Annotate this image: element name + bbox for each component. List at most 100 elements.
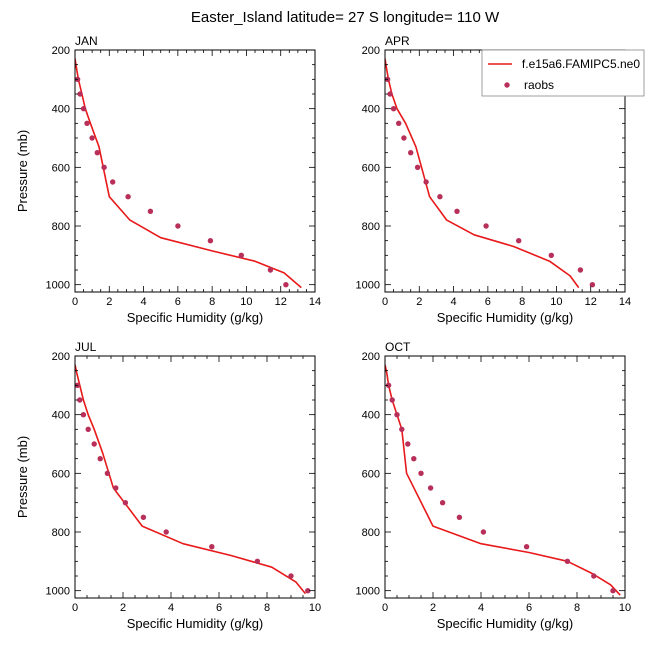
obs-point-oct	[564, 558, 571, 564]
y-axis-label-jan: Pressure (mb)	[15, 130, 30, 212]
panel-title-oct: OCT	[385, 340, 411, 354]
y-tick-label-jan: 1000	[46, 280, 70, 292]
obs-point-apr	[423, 179, 429, 185]
obs-point-jul	[163, 529, 169, 535]
obs-point-oct	[389, 397, 395, 403]
x-tick-label-apr: 2	[416, 296, 422, 308]
plot-frame-oct	[384, 355, 626, 599]
x-tick-label-jan: 4	[141, 296, 147, 308]
obs-point-jul	[85, 426, 91, 432]
model-line-oct	[385, 364, 621, 596]
obs-point-jan	[147, 208, 154, 214]
x-axis-label-jul: Specific Humidity (g/kg)	[127, 616, 264, 631]
y-tick-label-apr: 600	[362, 162, 380, 174]
obs-point-jan	[77, 91, 83, 97]
legend: f.e15a6.FAMIPC5.ne0 raobs	[481, 49, 645, 97]
obs-point-oct	[418, 470, 424, 476]
obs-point-apr	[390, 106, 397, 112]
obs-point-jul	[122, 500, 129, 506]
x-tick-label-jul: 2	[120, 602, 126, 614]
model-line-jan	[75, 58, 302, 289]
y-tick-label-apr: 200	[362, 45, 380, 57]
obs-point-jul	[91, 441, 97, 447]
obs-point-jan	[84, 120, 90, 127]
x-tick-label-jul: 4	[168, 602, 174, 614]
obs-point-jul	[209, 544, 215, 550]
obs-point-jul	[113, 485, 119, 491]
obs-point-apr	[437, 194, 443, 200]
x-tick-label-oct: 0	[382, 602, 388, 614]
obs-point-jan	[283, 282, 289, 288]
y-tick-label-oct: 600	[362, 468, 380, 480]
panel-jan: 0 2 4 6 8 10 12 14 200 400 600 800 1000 JAN Specific H…	[15, 34, 321, 325]
obs-point-apr	[516, 238, 522, 244]
panel-title-jul: JUL	[75, 340, 97, 354]
obs-point-jan	[80, 106, 87, 112]
y-tick-label-apr: 800	[362, 221, 380, 233]
x-tick-label-jul: 6	[216, 602, 222, 614]
panel-jul: 0 2 4 6 8 10 200 400 600 800 1000 JUL Specific Humid…	[15, 340, 321, 631]
figure-title: Easter_Island latitude= 27 S longitude= …	[191, 9, 500, 26]
obs-point-jan	[125, 194, 131, 200]
x-tick-label-jul: 8	[264, 602, 270, 614]
obs-point-jul	[104, 470, 111, 476]
obs-point-oct	[385, 382, 392, 388]
obs-point-oct	[456, 514, 463, 520]
panel-apr: 0 2 4 6 8 10 12 14 200 400 600 800 1000 APR Specific H…	[356, 34, 632, 325]
obs-point-apr	[577, 267, 584, 273]
obs-point-oct	[427, 485, 434, 491]
y-tick-label-jan: 200	[52, 45, 70, 57]
y-tick-label-jan: 400	[52, 104, 70, 116]
legend-obs-marker-sample	[504, 82, 510, 88]
obs-point-jul	[305, 588, 311, 594]
y-tick-label-jul: 200	[52, 351, 70, 363]
x-tick-label-oct: 6	[526, 602, 532, 614]
obs-point-apr	[454, 208, 460, 214]
obs-point-jul	[140, 514, 147, 520]
x-tick-label-jan: 0	[72, 296, 78, 308]
obs-point-jan	[110, 179, 116, 185]
x-tick-label-apr: 10	[550, 296, 562, 308]
obs-point-oct	[439, 500, 446, 506]
y-tick-label-oct: 200	[362, 351, 380, 363]
x-axis-label-jan: Specific Humidity (g/kg)	[127, 310, 264, 325]
panel-oct: 0 2 4 6 8 10 200 400 600 800 1000 OCT Specific Humid…	[356, 340, 632, 631]
plot-frame-jul	[74, 355, 316, 599]
obs-point-jan	[101, 164, 107, 170]
obs-point-apr	[548, 252, 554, 258]
obs-point-apr	[396, 120, 402, 127]
obs-point-apr	[414, 164, 421, 170]
model-line-jul	[75, 364, 307, 595]
x-tick-label-apr: 14	[619, 296, 631, 308]
x-tick-label-jan: 8	[209, 296, 215, 308]
x-tick-label-oct: 2	[430, 602, 436, 614]
y-tick-label-jul: 600	[52, 468, 70, 480]
obs-point-oct	[523, 544, 530, 550]
y-axis-label-jul: Pressure (mb)	[15, 436, 30, 518]
obs-point-jul	[77, 397, 83, 403]
obs-point-jan	[94, 150, 101, 156]
obs-point-oct	[610, 588, 616, 594]
y-tick-label-oct: 1000	[356, 586, 380, 598]
y-tick-label-jan: 600	[52, 162, 70, 174]
panel-title-apr: APR	[385, 34, 410, 48]
y-tick-label-apr: 1000	[356, 280, 380, 292]
x-tick-label-apr: 4	[451, 296, 457, 308]
x-tick-label-jan: 2	[106, 296, 112, 308]
legend-obs-label: raobs	[524, 78, 554, 92]
obs-point-jan	[267, 267, 274, 273]
x-tick-label-jan: 14	[309, 296, 321, 308]
obs-point-oct	[480, 529, 487, 535]
x-axis-label-apr: Specific Humidity (g/kg)	[437, 310, 574, 325]
obs-point-jul	[97, 456, 103, 462]
y-tick-label-apr: 400	[362, 104, 380, 116]
obs-point-oct	[411, 456, 417, 462]
plot-frame-jan	[74, 49, 316, 293]
x-tick-label-jan: 6	[175, 296, 181, 308]
y-tick-label-jul: 1000	[46, 586, 70, 598]
model-line-apr	[385, 58, 580, 289]
obs-point-jul	[80, 412, 87, 418]
obs-point-oct	[405, 441, 411, 447]
